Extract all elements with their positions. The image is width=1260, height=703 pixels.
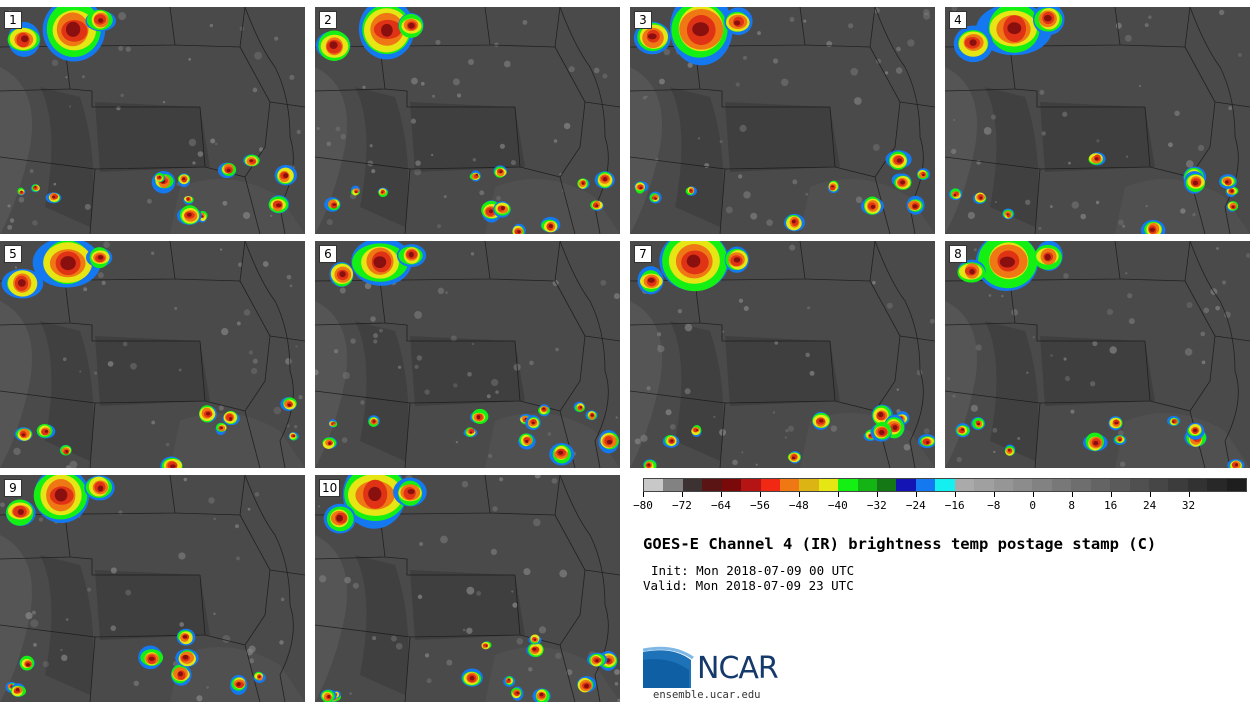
satellite-map [630,241,935,468]
colorbar-tick [1110,492,1112,497]
colorbar-segment [741,479,761,491]
satellite-map [945,7,1250,234]
colorbar-segment [1226,479,1247,491]
colorbar-tick [993,492,995,497]
colorbar-tick [1032,492,1034,497]
colorbar-tick-label: −16 [944,499,965,512]
panel-number-label: 6 [319,245,337,263]
colorbar-segment [644,479,664,491]
satellite-map [0,475,305,702]
ensemble-member-panel: 9 [0,475,305,702]
colorbar-segment [954,479,975,491]
colorbar-segment [818,479,839,491]
colorbar-tick-label: −72 [672,499,692,512]
ensemble-member-panel: 6 [315,241,620,468]
colorbar-segment [935,479,955,491]
ensemble-member-panel: 5 [0,241,305,468]
colorbar-tick [1149,492,1151,497]
colorbar-tick [720,492,722,497]
colorbar-tick-label: 32 [1181,499,1196,512]
colorbar-segment [663,479,683,491]
colorbar-tick-label: −32 [866,499,887,512]
logo-wordmark: NCAR [697,651,779,686]
colorbar-segment [1110,479,1130,491]
ensemble-member-panel: 4 [945,7,1250,234]
site-url: ensemble.ucar.edu [653,689,761,701]
colorbar-segment [1207,479,1227,491]
colorbar-segment [896,479,916,491]
colorbar-segment [682,479,703,491]
colorbar-tick-label: −8 [987,499,1001,512]
colorbar-tick-label: −56 [749,499,770,512]
ensemble-member-panel: 10 [315,475,620,702]
colorbar-segment [1187,479,1208,491]
colorbar-tick [798,492,800,497]
colorbar-segment [799,479,819,491]
colorbar-segment [974,479,994,491]
panel-number-label: 10 [319,479,341,497]
colorbar-segment [1071,479,1091,491]
colorbar-tick [876,492,878,497]
panel-number-label: 7 [634,245,652,263]
colorbar-segment [838,479,858,491]
colorbar-segment [877,479,897,491]
colorbar-tick [681,492,683,497]
colorbar-tick-label: 16 [1103,499,1118,512]
colorbar-segment [1148,479,1169,491]
colorbar-segment [1013,479,1033,491]
colorbar-segment [993,479,1014,491]
colorbar-tick [837,492,839,497]
ensemble-member-panel: 7 [630,241,935,468]
ensemble-member-panel: 3 [630,7,935,234]
satellite-map [0,7,305,234]
satellite-map [315,241,620,468]
colorbar-tick-label: 0 [1029,499,1036,512]
colorbar-ticks: −80 −72 −64 −56 −48 −40 −32 −24 −16 −8 0 8 16 24 32 [633,492,1247,512]
panel-number-label: 4 [949,11,967,29]
panel-number-label: 5 [4,245,22,263]
colorbar-tick [643,492,644,497]
satellite-map [315,475,620,702]
ensemble-member-panel: 2 [315,7,620,234]
panel-number-label: 8 [949,245,967,263]
panel-number-label: 2 [319,11,337,29]
ensemble-member-panel: 8 [945,241,1250,468]
satellite-map [945,241,1250,468]
valid-time: Valid: Mon 2018-07-09 23 UTC [643,578,854,593]
colorbar-segment [1032,479,1052,491]
colorbar-tick [915,492,917,497]
panel-number-label: 3 [634,11,652,29]
satellite-map [0,241,305,468]
colorbar-tick-label: 24 [1142,499,1157,512]
colorbar-tick [759,492,761,497]
colorbar-tick-label: −40 [827,499,848,512]
colorbar-segment [1090,479,1111,491]
colorbar-segment [1051,479,1072,491]
panel-number-label: 1 [4,11,22,29]
colorbar-segment [779,479,800,491]
colorbar-segment [1168,479,1188,491]
colorbar-tick-label: −64 [710,499,731,512]
colorbar-segment [857,479,878,491]
colorbar-segment [760,479,780,491]
colorbar-tick [1071,492,1073,497]
colorbar-tick-label: 8 [1068,499,1075,512]
colorbar-tick [954,492,956,497]
colorbar-tick-label: −48 [788,499,809,512]
colorbar-tick [1188,492,1190,497]
panel-number-label: 9 [4,479,22,497]
colorbar-segment [915,479,936,491]
colorbar-segment [721,479,742,491]
colorbar-tick-label: −24 [905,499,926,512]
init-time: Init: Mon 2018-07-09 00 UTC [651,563,855,578]
ncar-logo-icon [643,646,694,688]
colorbar-segment [1129,479,1149,491]
ensemble-member-panel: 1 [0,7,305,234]
satellite-map [630,7,935,234]
colorbar-tick-label: −80 [633,499,653,512]
colorbar [643,478,1247,492]
figure-title: GOES-E Channel 4 (IR) brightness temp po… [643,535,1157,553]
satellite-map [315,7,620,234]
colorbar-segment [702,479,722,491]
